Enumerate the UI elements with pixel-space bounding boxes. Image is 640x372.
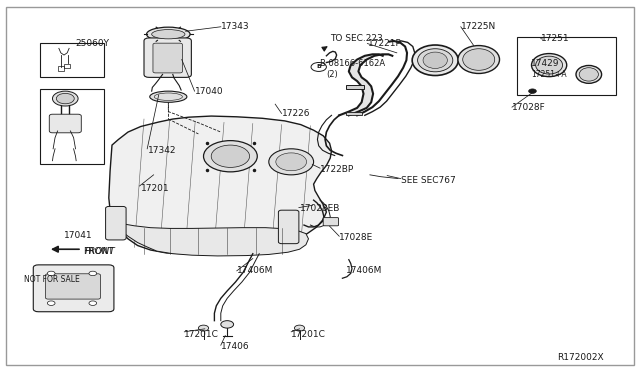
Text: B: B (316, 64, 321, 70)
Text: 17028EB: 17028EB (300, 204, 340, 213)
Bar (346, 112, 362, 115)
Text: NOT FOR SALE: NOT FOR SALE (24, 275, 80, 284)
Circle shape (56, 93, 74, 104)
FancyBboxPatch shape (33, 265, 114, 312)
Text: 17343: 17343 (221, 22, 250, 31)
Ellipse shape (579, 68, 598, 81)
Text: 17429: 17429 (531, 60, 560, 68)
Text: 25060Y: 25060Y (76, 39, 109, 48)
Text: 17226: 17226 (282, 109, 310, 118)
Text: 17028F: 17028F (512, 103, 546, 112)
Text: 17342: 17342 (148, 146, 177, 155)
Circle shape (221, 321, 234, 328)
Text: 17201: 17201 (141, 184, 170, 193)
Ellipse shape (147, 27, 190, 41)
Text: 17040: 17040 (195, 87, 224, 96)
Circle shape (47, 271, 55, 276)
Text: 17041: 17041 (64, 231, 93, 240)
Ellipse shape (458, 46, 500, 74)
Text: B 08166-6162A: B 08166-6162A (320, 60, 385, 68)
Text: 17221P: 17221P (368, 39, 402, 48)
Bar (64, 64, 70, 68)
Ellipse shape (412, 45, 458, 76)
Text: TO SEC.223: TO SEC.223 (330, 34, 383, 43)
Text: 17225N: 17225N (461, 22, 496, 31)
FancyBboxPatch shape (153, 43, 182, 73)
Bar (346, 85, 364, 89)
Ellipse shape (576, 65, 602, 83)
Circle shape (198, 325, 209, 331)
Ellipse shape (152, 30, 185, 39)
Ellipse shape (423, 52, 447, 68)
Ellipse shape (463, 49, 495, 70)
Ellipse shape (418, 49, 453, 72)
Text: FRONT: FRONT (85, 247, 116, 256)
Text: 17406M: 17406M (346, 266, 382, 275)
Circle shape (47, 301, 55, 305)
Bar (58, 66, 64, 71)
Bar (40, 43, 104, 77)
Circle shape (529, 89, 536, 93)
Text: 17251+A: 17251+A (531, 70, 567, 79)
Text: 17201C: 17201C (184, 330, 219, 339)
Polygon shape (339, 54, 392, 115)
Ellipse shape (536, 56, 563, 74)
FancyBboxPatch shape (278, 210, 299, 244)
Text: 17028E: 17028E (339, 233, 374, 242)
Text: SEE SEC767: SEE SEC767 (401, 176, 456, 185)
FancyBboxPatch shape (45, 274, 100, 299)
Bar (517, 37, 616, 95)
Circle shape (269, 149, 314, 175)
Polygon shape (112, 221, 308, 256)
Circle shape (276, 153, 307, 171)
Circle shape (294, 325, 305, 331)
Text: 1722BP: 1722BP (320, 165, 355, 174)
Ellipse shape (150, 91, 187, 102)
FancyBboxPatch shape (106, 206, 126, 240)
Ellipse shape (531, 54, 567, 77)
Circle shape (89, 301, 97, 305)
Text: 17201C: 17201C (291, 330, 326, 339)
Text: (2): (2) (326, 70, 338, 79)
Circle shape (52, 91, 78, 106)
Circle shape (211, 145, 250, 167)
FancyBboxPatch shape (144, 38, 191, 77)
Bar (40, 89, 104, 164)
Text: R172002X: R172002X (557, 353, 604, 362)
Circle shape (204, 141, 257, 172)
Text: 17251: 17251 (541, 34, 570, 43)
Circle shape (89, 271, 97, 276)
Text: FRONT: FRONT (83, 247, 114, 256)
FancyBboxPatch shape (323, 218, 339, 226)
Text: 17406: 17406 (221, 342, 250, 351)
Polygon shape (109, 116, 332, 254)
Text: 17406M: 17406M (237, 266, 273, 275)
FancyBboxPatch shape (49, 114, 81, 133)
